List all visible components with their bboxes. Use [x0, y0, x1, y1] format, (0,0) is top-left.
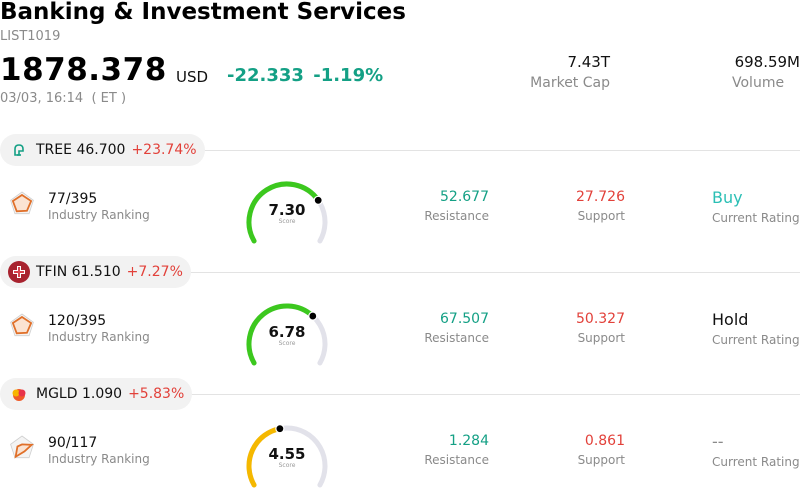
score-gauge — [242, 180, 332, 244]
current-rating-label: Current Rating — [712, 455, 800, 469]
radar-chart-icon — [8, 190, 36, 218]
stock-pill-tree[interactable]: TREE 46.700 +23.74% — [0, 134, 205, 166]
industry-rank-label: Industry Ranking — [48, 208, 150, 222]
currency-label: USD — [176, 68, 209, 86]
support-label: Support — [577, 331, 625, 345]
stock-price: 61.510 — [71, 264, 121, 280]
score-label: Score — [278, 340, 296, 347]
industry-rank-value: 120/395 — [48, 313, 107, 329]
change-percent: -1.19% — [313, 65, 384, 86]
score-label: Score — [278, 218, 296, 225]
list-code: LIST1019 — [0, 29, 61, 44]
market-cap-stat: 7.43T Market Cap — [530, 53, 610, 91]
score-value: 7.30 — [268, 201, 306, 219]
stock-symbol-price: MGLD 1.090 — [36, 386, 122, 402]
stock-pill-mgld[interactable]: MGLD 1.090 +5.83% — [0, 378, 193, 410]
radar-chart-icon — [8, 312, 36, 340]
market-cap-label: Market Cap — [530, 75, 610, 91]
score-value: 6.78 — [268, 323, 306, 341]
stock-symbol-price: TREE 46.700 — [36, 142, 125, 158]
stock-change-percent: +23.74% — [131, 142, 197, 158]
volume-label: Volume — [732, 75, 785, 91]
support-value: 27.726 — [576, 189, 625, 205]
stock-symbol: MGLD — [36, 386, 78, 402]
score-label: Score — [278, 462, 296, 469]
resistance-value: 67.507 — [440, 311, 489, 327]
resistance-label: Resistance — [424, 209, 489, 223]
stock-symbol: TREE — [36, 142, 72, 158]
industry-rank-value: 77/395 — [48, 191, 98, 207]
volume-value: 698.59M — [734, 53, 800, 71]
market-cap-value: 7.43T — [567, 53, 610, 71]
support-label: Support — [577, 209, 625, 223]
volume-stat: 698.59M Volume — [730, 53, 800, 91]
tree-leaf-icon — [8, 139, 30, 161]
score-gauge — [242, 302, 332, 366]
row-divider — [188, 272, 800, 273]
industry-rank-label: Industry Ranking — [48, 330, 150, 344]
score-gauge — [242, 424, 332, 488]
price-change: -22.333 -1.19% — [227, 65, 383, 86]
industry-rank-label: Industry Ranking — [48, 452, 150, 466]
row-divider — [190, 394, 800, 395]
stock-pill-tfin[interactable]: TFIN 61.510 +7.27% — [0, 256, 191, 288]
radar-chart-icon — [8, 434, 36, 462]
industry-rank-value: 90/117 — [48, 435, 98, 451]
resistance-value: 52.677 — [440, 189, 489, 205]
current-rating-label: Current Rating — [712, 211, 800, 225]
cross-badge-icon — [8, 261, 30, 283]
support-value: 0.861 — [584, 433, 625, 449]
score-value: 4.55 — [268, 445, 306, 463]
support-label: Support — [577, 453, 625, 467]
stock-symbol-price: TFIN 61.510 — [36, 264, 121, 280]
support-value: 50.327 — [576, 311, 625, 327]
current-rating-value: Buy — [712, 188, 743, 207]
resistance-value: 1.284 — [448, 433, 489, 449]
current-rating-value: -- — [712, 432, 724, 451]
index-price: 1878.378 — [0, 52, 167, 88]
change-value: -22.333 — [227, 65, 304, 86]
current-rating-value: Hold — [712, 310, 749, 329]
current-rating-label: Current Rating — [712, 333, 800, 347]
stock-change-percent: +7.27% — [126, 264, 183, 280]
resistance-label: Resistance — [424, 331, 489, 345]
stock-change-percent: +5.83% — [128, 386, 185, 402]
flame-icon — [8, 383, 30, 405]
timestamp: 03/03, 16:14 ( ET ) — [0, 91, 127, 106]
stock-price: 46.700 — [76, 142, 126, 158]
stock-price: 1.090 — [81, 386, 123, 402]
resistance-label: Resistance — [424, 453, 489, 467]
row-divider — [202, 150, 800, 151]
page-title: Banking & Investment Services — [0, 0, 406, 25]
stock-symbol: TFIN — [36, 264, 68, 280]
